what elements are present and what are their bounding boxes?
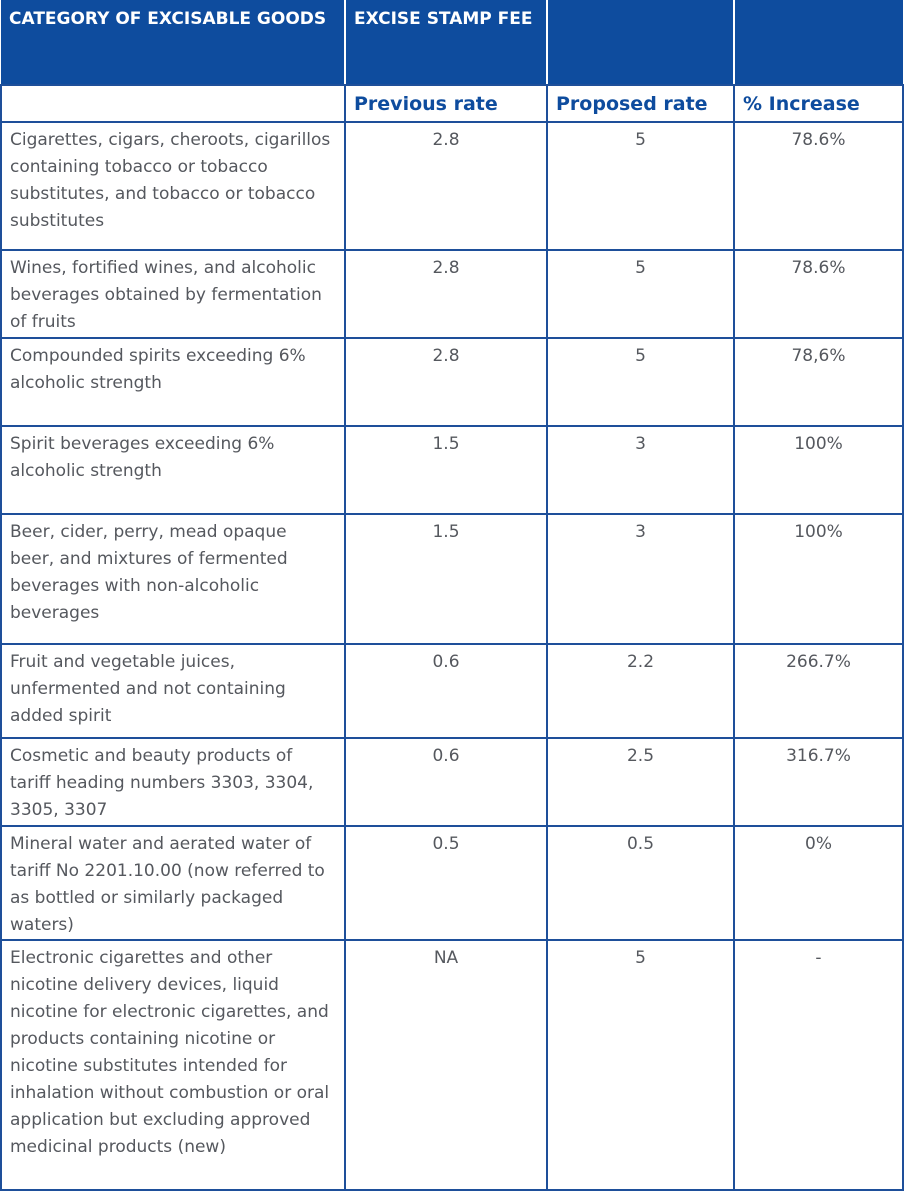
previous-rate-cell: 0.6: [344, 643, 548, 739]
header-category: CATEGORY OF EXCISABLE GOODS: [1, 0, 346, 86]
table-row: Mineral water and aerated water of tarif…: [0, 825, 904, 941]
table-row: Fruit and vegetable juices, unfermented …: [0, 643, 904, 739]
header-empty-4: [733, 0, 903, 86]
header-row: CATEGORY OF EXCISABLE GOODS EXCISE STAMP…: [1, 0, 903, 86]
increase-cell: 100%: [733, 425, 904, 515]
table-row: Electronic cigarettes and other nicotine…: [0, 939, 904, 1191]
category-cell: Beer, cider, perry, mead opaque beer, an…: [0, 513, 346, 645]
proposed-rate-cell: 5: [546, 121, 735, 251]
proposed-rate-cell: 5: [546, 337, 735, 427]
table-row: Cosmetic and beauty products of tariff h…: [0, 737, 904, 827]
increase-cell: 316.7%: [733, 737, 904, 827]
subheader-previous-rate: Previous rate: [344, 84, 548, 123]
proposed-rate-cell: 5: [546, 249, 735, 339]
previous-rate-cell: 2.8: [344, 337, 548, 427]
table-row: Spirit beverages exceeding 6% alcoholic …: [0, 425, 904, 515]
increase-cell: 100%: [733, 513, 904, 645]
subheader-row: Previous rate Proposed rate % Increase: [0, 84, 904, 123]
subheader-empty: [0, 84, 346, 123]
header-excise-stamp-fee: EXCISE STAMP FEE: [344, 0, 548, 86]
previous-rate-cell: 0.5: [344, 825, 548, 941]
category-cell: Wines, fortified wines, and alcoholic be…: [0, 249, 346, 339]
previous-rate-cell: 0.6: [344, 737, 548, 827]
proposed-rate-cell: 2.2: [546, 643, 735, 739]
table-row: Compounded spirits exceeding 6% alcoholi…: [0, 337, 904, 427]
previous-rate-cell: NA: [344, 939, 548, 1191]
table-row: Wines, fortified wines, and alcoholic be…: [0, 249, 904, 339]
table-row: Cigarettes, cigars, cheroots, cigarillos…: [0, 121, 904, 251]
proposed-rate-cell: 3: [546, 425, 735, 515]
proposed-rate-cell: 0.5: [546, 825, 735, 941]
category-cell: Mineral water and aerated water of tarif…: [0, 825, 346, 941]
header-empty-3: [546, 0, 735, 86]
previous-rate-cell: 1.5: [344, 513, 548, 645]
previous-rate-cell: 1.5: [344, 425, 548, 515]
category-cell: Spirit beverages exceeding 6% alcoholic …: [0, 425, 346, 515]
increase-cell: 78.6%: [733, 121, 904, 251]
previous-rate-cell: 2.8: [344, 249, 548, 339]
increase-cell: -: [733, 939, 904, 1191]
proposed-rate-cell: 5: [546, 939, 735, 1191]
previous-rate-cell: 2.8: [344, 121, 548, 251]
category-cell: Electronic cigarettes and other nicotine…: [0, 939, 346, 1191]
table-row: Beer, cider, perry, mead opaque beer, an…: [0, 513, 904, 645]
increase-cell: 78.6%: [733, 249, 904, 339]
increase-cell: 0%: [733, 825, 904, 941]
category-cell: Fruit and vegetable juices, unfermented …: [0, 643, 346, 739]
increase-cell: 78,6%: [733, 337, 904, 427]
subheader-proposed-rate: Proposed rate: [546, 84, 735, 123]
category-cell: Cosmetic and beauty products of tariff h…: [0, 737, 346, 827]
proposed-rate-cell: 3: [546, 513, 735, 645]
subheader-percent-increase: % Increase: [733, 84, 904, 123]
category-cell: Compounded spirits exceeding 6% alcoholi…: [0, 337, 346, 427]
category-cell: Cigarettes, cigars, cheroots, cigarillos…: [0, 121, 346, 251]
proposed-rate-cell: 2.5: [546, 737, 735, 827]
increase-cell: 266.7%: [733, 643, 904, 739]
